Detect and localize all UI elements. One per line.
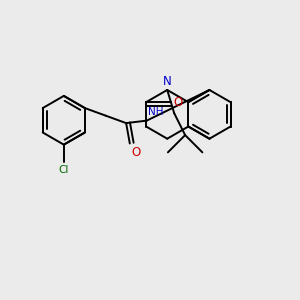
- Text: O: O: [174, 96, 183, 109]
- Text: Cl: Cl: [58, 165, 69, 175]
- Text: NH: NH: [148, 107, 163, 117]
- Text: N: N: [163, 76, 172, 88]
- Text: O: O: [131, 146, 140, 160]
